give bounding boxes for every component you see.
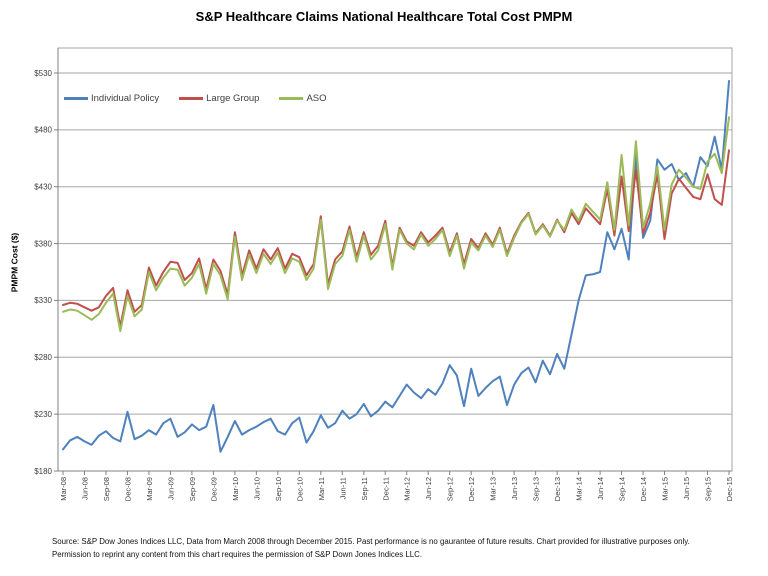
svg-text:Dec-09: Dec-09 [209, 477, 218, 501]
svg-text:Dec-08: Dec-08 [123, 477, 132, 501]
legend-item-large-group: Large Group [179, 93, 259, 104]
legend-label-large-group: Large Group [206, 93, 260, 104]
svg-text:Mar-11: Mar-11 [317, 477, 326, 500]
svg-text:Dec-12: Dec-12 [467, 477, 476, 501]
large-group-line-swatch-icon [179, 97, 204, 100]
individual-policy-line-swatch-icon [64, 97, 88, 100]
legend-label-aso: ASO [306, 93, 327, 104]
y-axis-title: PMPM Cost ($) [9, 232, 20, 293]
svg-text:Sep-13: Sep-13 [532, 477, 541, 501]
svg-text:Sep-10: Sep-10 [274, 477, 283, 501]
svg-text:Mar-13: Mar-13 [489, 477, 498, 501]
svg-text:Jun-15: Jun-15 [682, 477, 691, 500]
svg-text:Mar-10: Mar-10 [231, 477, 240, 501]
svg-text:Jun-09: Jun-09 [166, 477, 175, 500]
svg-text:Jun-11: Jun-11 [338, 477, 347, 499]
svg-text:Dec-13: Dec-13 [553, 477, 562, 501]
svg-text:Sep-12: Sep-12 [446, 477, 455, 501]
svg-text:Mar-09: Mar-09 [145, 477, 154, 501]
svg-text:Jun-12: Jun-12 [424, 477, 433, 500]
svg-text:$380: $380 [34, 239, 52, 248]
svg-text:Jun-08: Jun-08 [80, 477, 89, 500]
svg-text:Jun-14: Jun-14 [596, 477, 605, 500]
svg-text:$530: $530 [34, 69, 52, 78]
source-note-line2: Permission to reprint any content from t… [52, 550, 423, 559]
legend-item-aso: ASO [279, 93, 327, 104]
svg-text:Mar-08: Mar-08 [59, 477, 68, 501]
svg-text:Sep-08: Sep-08 [102, 477, 111, 501]
svg-text:$430: $430 [34, 183, 52, 192]
svg-text:Sep-11: Sep-11 [360, 477, 369, 501]
svg-text:Dec-11: Dec-11 [381, 477, 390, 501]
svg-text:Jun-10: Jun-10 [252, 477, 261, 500]
svg-text:Mar-15: Mar-15 [661, 477, 670, 501]
series-line-individual-policy [62, 80, 730, 453]
svg-text:Sep-09: Sep-09 [188, 477, 197, 501]
svg-text:Mar-14: Mar-14 [575, 477, 584, 501]
svg-text:Dec-10: Dec-10 [295, 477, 304, 501]
svg-text:Sep-14: Sep-14 [618, 477, 627, 501]
svg-text:$230: $230 [34, 410, 52, 419]
svg-text:Jun-13: Jun-13 [510, 477, 519, 500]
svg-text:Mar-12: Mar-12 [403, 477, 412, 501]
aso-line-swatch-icon [279, 97, 304, 100]
y-axis-tick-labels: $180 $230 $280 $330 $380 $430 $480 $530 [34, 69, 52, 476]
svg-text:Sep-15: Sep-15 [704, 477, 713, 501]
svg-text:Dec-15: Dec-15 [725, 477, 734, 501]
chart-title: S&P Healthcare Claims National Healthcar… [195, 9, 573, 24]
legend-item-individual-policy: Individual Policy [64, 93, 159, 104]
x-axis-tick-labels: Mar-08 Jun-08 Sep-08 Dec-08 Mar-09 Jun-09 Sep-… [59, 471, 734, 501]
y-gridlines [54, 72, 732, 472]
legend-label-individual-policy: Individual Policy [91, 93, 160, 104]
svg-text:Dec-14: Dec-14 [639, 477, 648, 501]
source-note-line1: Source: S&P Dow Jones Indices LLC, Data … [52, 537, 690, 546]
legend: Individual Policy Large Group ASO [64, 93, 327, 104]
source-note: Source: S&P Dow Jones Indices LLC, Data … [52, 535, 742, 561]
svg-text:$480: $480 [34, 126, 52, 135]
svg-text:$330: $330 [34, 296, 52, 305]
series-line-aso [62, 116, 730, 333]
svg-text:$280: $280 [34, 353, 52, 362]
svg-text:$180: $180 [34, 467, 52, 476]
